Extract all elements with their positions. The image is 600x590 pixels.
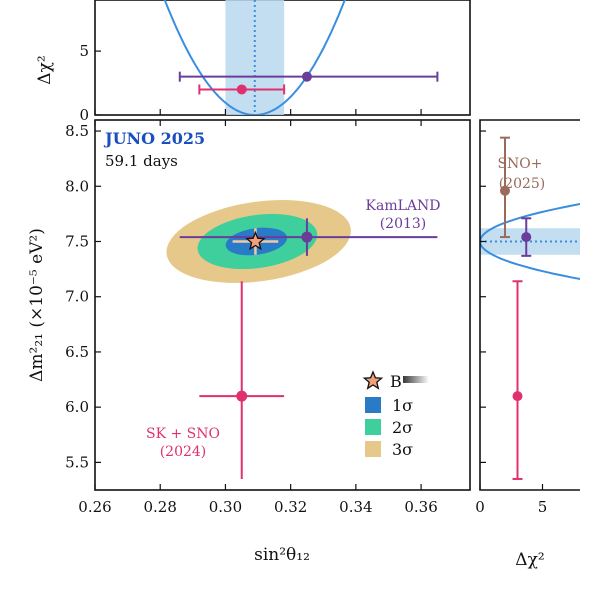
right-x-tick-label-0: 0	[475, 498, 485, 516]
y-tick-label-2: 6.5	[65, 343, 89, 361]
legend-label-3sigma: 3σ	[392, 440, 413, 459]
x-tick-label-4: 0.34	[339, 498, 372, 516]
sksno-point	[236, 390, 248, 402]
legend-star-marker	[362, 370, 384, 390]
y-tick-label-3: 7.0	[65, 288, 89, 306]
snoplus-year: (2025)	[499, 176, 546, 192]
y-tick-label-1: 6.0	[65, 398, 89, 416]
kamland-label: KamLAND	[366, 198, 441, 214]
legend-label-2sigma: 2σ	[392, 418, 413, 437]
main-x-axis-label: sin²θ₁₂	[254, 545, 310, 565]
sksno-year: (2024)	[160, 444, 207, 460]
legend: B 1σ 2σ 3σ	[362, 370, 429, 459]
top-y-tick-label-0: 0	[79, 106, 89, 124]
right-sksno-point	[512, 391, 523, 402]
juno-title: JUNO 2025	[103, 129, 205, 148]
main-y-axis-label: Δm²₂₁ (×10⁻⁵ eV²)	[27, 228, 47, 382]
top-sigma-band	[225, 0, 285, 115]
main-panel-frame	[94, 119, 471, 491]
top-kamland-point	[301, 71, 312, 82]
y-tick-label-6: 8.5	[65, 122, 89, 140]
legend-swatch-3sigma	[365, 441, 381, 457]
legend-label-bestfit: B	[390, 372, 402, 391]
right-sno-point	[500, 185, 510, 196]
main-panel: 0.26 0.28 0.30 0.32 0.34 0.36 5.5 6.0 6.5 7.0 7.5 8…	[27, 119, 471, 565]
x-tick-label-0: 0.26	[78, 498, 111, 516]
right-panel-frame	[479, 119, 580, 491]
top-sksno-point	[236, 84, 247, 95]
top-y-tick-label-1: 5	[79, 42, 89, 60]
exposure-label: 59.1 days	[105, 152, 178, 170]
legend-label-1sigma: 1σ	[392, 396, 413, 415]
x-tick-label-5: 0.36	[404, 498, 437, 516]
x-tick-label-2: 0.30	[209, 498, 242, 516]
right-x-axis-label: Δχ²	[515, 550, 544, 570]
right-panel: 0 5 SNO+ (2025) Δχ²	[475, 119, 580, 570]
top-panel: 0 5 Δχ²	[35, 0, 471, 124]
y-tick-label-0: 5.5	[65, 453, 89, 471]
top-y-axis-label: Δχ²	[35, 55, 55, 84]
snoplus-label: SNO+	[497, 156, 542, 172]
top-chi2-curve	[163, 0, 346, 115]
kamland-year: (2013)	[380, 216, 427, 232]
legend-swatch-2sigma	[365, 419, 381, 435]
bestfit-star	[245, 230, 266, 251]
y-tick-label-4: 7.5	[65, 232, 89, 250]
right-x-tick-label-1: 5	[538, 498, 548, 516]
kamland-point	[301, 231, 313, 243]
sksno-label: SK + SNO	[146, 426, 220, 442]
x-tick-label-1: 0.28	[144, 498, 177, 516]
y-tick-label-5: 8.0	[65, 177, 89, 195]
legend-fade	[403, 376, 429, 383]
legend-swatch-1sigma	[365, 397, 381, 413]
x-tick-label-3: 0.32	[274, 498, 307, 516]
right-kamland-point	[521, 232, 532, 243]
